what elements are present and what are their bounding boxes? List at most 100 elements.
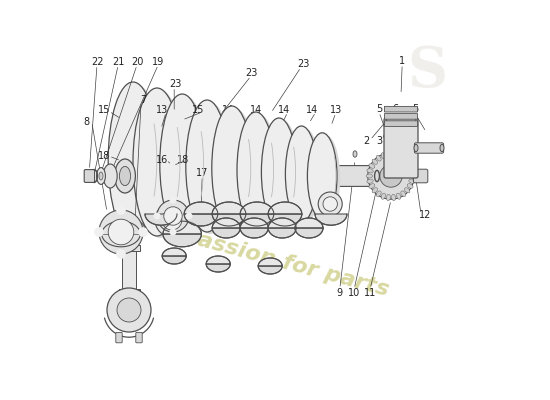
Polygon shape [268, 214, 302, 226]
Circle shape [128, 221, 145, 239]
Ellipse shape [404, 159, 410, 164]
Ellipse shape [103, 164, 117, 188]
Polygon shape [295, 218, 323, 228]
Circle shape [164, 207, 182, 225]
Polygon shape [240, 214, 274, 226]
Circle shape [153, 212, 161, 220]
FancyBboxPatch shape [384, 121, 417, 126]
Polygon shape [122, 245, 136, 293]
Ellipse shape [237, 112, 274, 228]
Ellipse shape [409, 174, 416, 178]
Ellipse shape [407, 184, 413, 188]
Polygon shape [212, 218, 240, 228]
Polygon shape [258, 266, 282, 274]
Circle shape [107, 288, 151, 332]
Text: 16: 16 [318, 157, 330, 167]
Text: 16: 16 [156, 155, 168, 165]
Text: 15: 15 [97, 105, 110, 115]
Ellipse shape [367, 169, 373, 173]
Ellipse shape [289, 128, 321, 224]
Text: 15: 15 [192, 105, 205, 115]
Ellipse shape [160, 94, 205, 234]
Circle shape [162, 210, 182, 230]
Polygon shape [163, 221, 201, 234]
Circle shape [94, 227, 104, 237]
FancyBboxPatch shape [384, 118, 418, 178]
Ellipse shape [404, 188, 410, 193]
Text: 10: 10 [348, 288, 360, 298]
Ellipse shape [369, 184, 375, 188]
Text: 12: 12 [419, 210, 431, 220]
Circle shape [157, 200, 189, 232]
Polygon shape [295, 228, 323, 238]
Text: 20: 20 [131, 57, 143, 67]
Ellipse shape [376, 191, 381, 197]
Ellipse shape [240, 114, 278, 230]
FancyBboxPatch shape [384, 106, 417, 112]
FancyBboxPatch shape [116, 332, 122, 343]
Ellipse shape [285, 126, 317, 222]
Ellipse shape [386, 151, 390, 158]
Ellipse shape [397, 193, 401, 199]
Circle shape [116, 249, 126, 259]
Text: 17: 17 [280, 168, 293, 178]
FancyBboxPatch shape [384, 114, 417, 119]
Circle shape [169, 228, 177, 236]
Circle shape [368, 153, 414, 199]
Polygon shape [184, 214, 218, 226]
Ellipse shape [215, 108, 255, 232]
Text: 1: 1 [399, 56, 405, 66]
Polygon shape [268, 218, 296, 228]
Text: 9: 9 [337, 288, 343, 298]
Text: 7: 7 [140, 95, 146, 105]
Polygon shape [258, 258, 282, 266]
Ellipse shape [386, 116, 416, 124]
Ellipse shape [108, 82, 158, 238]
Ellipse shape [114, 159, 135, 193]
FancyBboxPatch shape [136, 332, 142, 343]
Text: a passion for parts: a passion for parts [158, 220, 392, 300]
Text: 17: 17 [252, 168, 265, 178]
Polygon shape [268, 228, 296, 238]
Ellipse shape [381, 193, 386, 199]
Text: 4: 4 [389, 136, 395, 146]
FancyBboxPatch shape [109, 166, 337, 186]
Ellipse shape [392, 151, 395, 158]
Ellipse shape [409, 169, 415, 173]
Ellipse shape [392, 194, 395, 201]
Polygon shape [212, 202, 246, 214]
Polygon shape [240, 228, 268, 238]
Ellipse shape [212, 106, 252, 230]
Ellipse shape [99, 172, 103, 180]
FancyBboxPatch shape [333, 166, 381, 186]
Ellipse shape [311, 135, 340, 221]
Text: 14: 14 [278, 105, 290, 115]
FancyBboxPatch shape [84, 170, 95, 182]
Ellipse shape [112, 84, 161, 240]
Polygon shape [240, 202, 274, 214]
Ellipse shape [186, 100, 228, 232]
Polygon shape [102, 234, 140, 247]
Ellipse shape [372, 159, 377, 164]
Polygon shape [102, 221, 140, 234]
Ellipse shape [381, 153, 386, 159]
Text: 2: 2 [363, 136, 370, 146]
Text: 17: 17 [224, 168, 236, 178]
Text: 5: 5 [412, 104, 418, 114]
Text: 8: 8 [83, 117, 89, 127]
Circle shape [116, 205, 126, 215]
Circle shape [99, 210, 143, 254]
Text: 13: 13 [329, 105, 342, 115]
Polygon shape [119, 289, 140, 295]
Text: 18: 18 [177, 155, 189, 165]
Text: 21: 21 [112, 57, 124, 67]
Circle shape [155, 203, 189, 237]
Polygon shape [145, 214, 177, 225]
Circle shape [117, 298, 141, 322]
Ellipse shape [261, 118, 296, 226]
Ellipse shape [133, 88, 181, 236]
Text: 14: 14 [222, 105, 234, 115]
Text: 23: 23 [169, 79, 182, 89]
Polygon shape [240, 218, 268, 228]
Text: 6: 6 [392, 104, 398, 114]
